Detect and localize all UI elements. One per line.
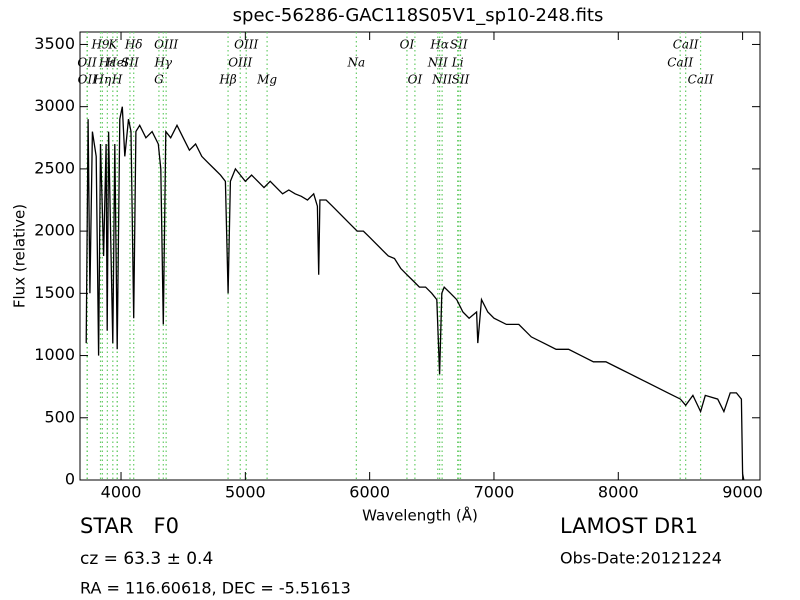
obs-date: Obs-Date:20121224 — [560, 549, 722, 568]
spectral-line-label: K — [107, 38, 118, 52]
spectral-line-label: HeI — [105, 56, 129, 70]
spectral-line-label: Hγ — [153, 56, 172, 70]
spectral-line-label: CaII — [667, 56, 693, 70]
y-tick-label: 1500 — [34, 283, 75, 302]
chart-title: spec-56286-GAC118S05V1_sp10-248.fits — [233, 5, 604, 26]
spectral-line-label: OIII — [154, 38, 178, 52]
y-tick-label: 2500 — [34, 158, 75, 177]
spectral-line-label: NII — [431, 73, 452, 87]
spectral-line-label: OII — [78, 73, 98, 87]
y-tick-label: 1000 — [34, 345, 75, 364]
spectrum-line — [85, 106, 745, 481]
spectral-line-label: CaII — [673, 38, 699, 52]
spectral-line-label: OI — [400, 38, 415, 52]
x-tick-label: 5000 — [225, 483, 266, 502]
y-tick-label: 500 — [44, 407, 75, 426]
spectral-line-label: H — [111, 73, 123, 87]
spectral-line-label: OIII — [234, 38, 258, 52]
spectral-line-label: OII — [77, 56, 97, 70]
y-tick-label: 3000 — [34, 96, 75, 115]
y-tick-label: 3500 — [34, 34, 75, 53]
spectral-line-label: G — [154, 73, 164, 87]
spectral-line-label: Li — [451, 56, 464, 70]
redshift: cz = 63.3 ± 0.4 — [80, 549, 213, 569]
spectral-line-label: CaII — [688, 73, 714, 87]
spectral-line-label: SII — [450, 38, 468, 52]
spectral-line-label: Hη — [93, 73, 112, 87]
y-tick-label: 0 — [65, 470, 75, 489]
spectral-line-label: SII — [452, 73, 470, 87]
object-class: STAR F0 — [80, 514, 179, 538]
x-tick-label: 6000 — [349, 483, 390, 502]
spectral-line-label: Hβ — [218, 73, 236, 87]
spectral-line-label: Hα — [429, 38, 449, 52]
survey: LAMOST DR1 — [560, 514, 698, 538]
y-tick-label: 2000 — [34, 221, 75, 240]
plot-frame — [79, 31, 761, 481]
spectral-line-label: OIII — [228, 56, 252, 70]
x-tick-label: 8000 — [598, 483, 639, 502]
coordinates: RA = 116.60618, DEC = -5.51613 — [80, 579, 351, 598]
x-tick-label: 7000 — [474, 483, 515, 502]
spectral-line-label: NII — [427, 56, 448, 70]
spectral-line-label: Hδ — [124, 38, 143, 52]
y-axis-label: Flux (relative) — [11, 204, 29, 308]
spectral-line-label: OI — [408, 73, 423, 87]
spectral-line-label: Na — [347, 56, 366, 70]
x-tick-label: 9000 — [722, 483, 763, 502]
spectral-line-label: Mg — [256, 73, 277, 87]
x-tick-label: 4000 — [101, 483, 142, 502]
spectral-line-label: SII — [121, 56, 139, 70]
spectral-line-label: H9 — [90, 38, 109, 52]
x-axis-label: Wavelength (Å) — [362, 506, 478, 525]
